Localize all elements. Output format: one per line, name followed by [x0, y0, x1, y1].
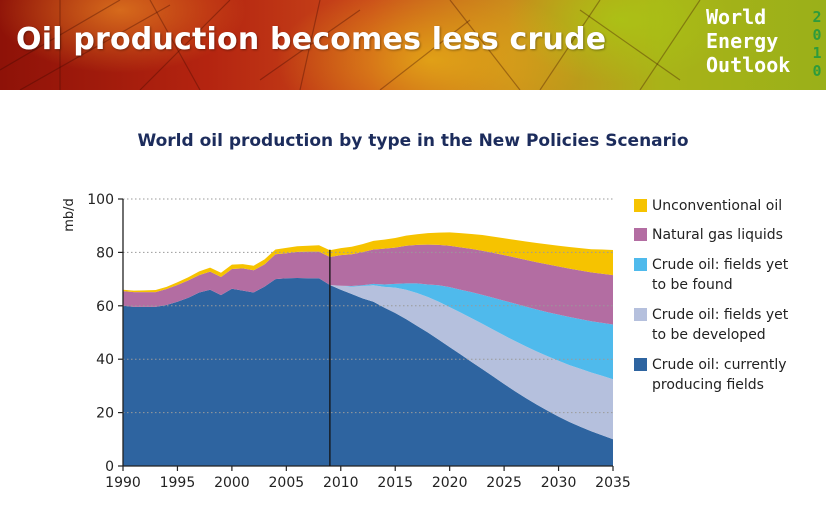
x-tick-label: 1995: [160, 475, 196, 491]
y-tick-label: 40: [96, 352, 114, 368]
logo-year-digit: 0: [812, 62, 822, 80]
legend-label: Crude oil: fields yet to be found: [652, 257, 789, 293]
x-tick-label: 2025: [486, 475, 522, 491]
header-banner: Oil production becomes less crude World …: [0, 0, 826, 90]
y-tick-label: 80: [96, 245, 114, 261]
legend-swatch: [634, 308, 647, 321]
area-currently-producing: [123, 278, 613, 466]
x-tick-label: 1990: [105, 475, 141, 491]
x-tick-label: 2005: [269, 475, 305, 491]
legend-label: Natural gas liquids: [652, 227, 783, 243]
x-tick-label: 2000: [214, 475, 250, 491]
logo-line-outlook: Outlook: [706, 53, 791, 77]
x-tick-label: 2015: [377, 475, 413, 491]
banner-texture: [0, 0, 701, 90]
logo-line-energy: Energy: [706, 29, 779, 53]
weo-logo: World Energy Outlook: [706, 5, 790, 77]
y-tick-label: 100: [87, 192, 114, 208]
logo-line-world: World: [706, 5, 767, 29]
chart-title: World oil production by type in the New …: [137, 131, 689, 151]
legend-swatch: [634, 358, 647, 371]
page-title: Oil production becomes less crude: [16, 22, 607, 57]
y-axis-label: mb/d: [62, 198, 77, 232]
area-unconventional: [123, 232, 613, 293]
area-ngl: [123, 244, 613, 325]
x-tick-label: 2030: [541, 475, 577, 491]
legend-label: Crude oil: currently producing fields: [652, 357, 787, 393]
legend-swatch: [634, 199, 647, 212]
logo-year-digit: 0: [812, 26, 822, 44]
area-yet-to-find: [123, 278, 613, 380]
y-tick-label: 0: [105, 459, 114, 475]
y-tick-label: 20: [96, 406, 114, 422]
y-tick-label: 60: [96, 299, 114, 315]
legend-label: Unconventional oil: [652, 198, 783, 214]
x-tick-label: 2020: [432, 475, 468, 491]
logo-year-digit: 1: [812, 44, 822, 62]
legend-swatch: [634, 228, 647, 241]
logo-year: 2 0 1 0: [810, 8, 824, 80]
x-tick-label: 2035: [595, 475, 631, 491]
logo-year-digit: 2: [812, 8, 822, 26]
legend-label: Crude oil: fields yet to be developed: [652, 307, 789, 343]
area-yet-to-develop: [123, 278, 613, 440]
x-tick-label: 2010: [323, 475, 359, 491]
legend-swatch: [634, 258, 647, 271]
